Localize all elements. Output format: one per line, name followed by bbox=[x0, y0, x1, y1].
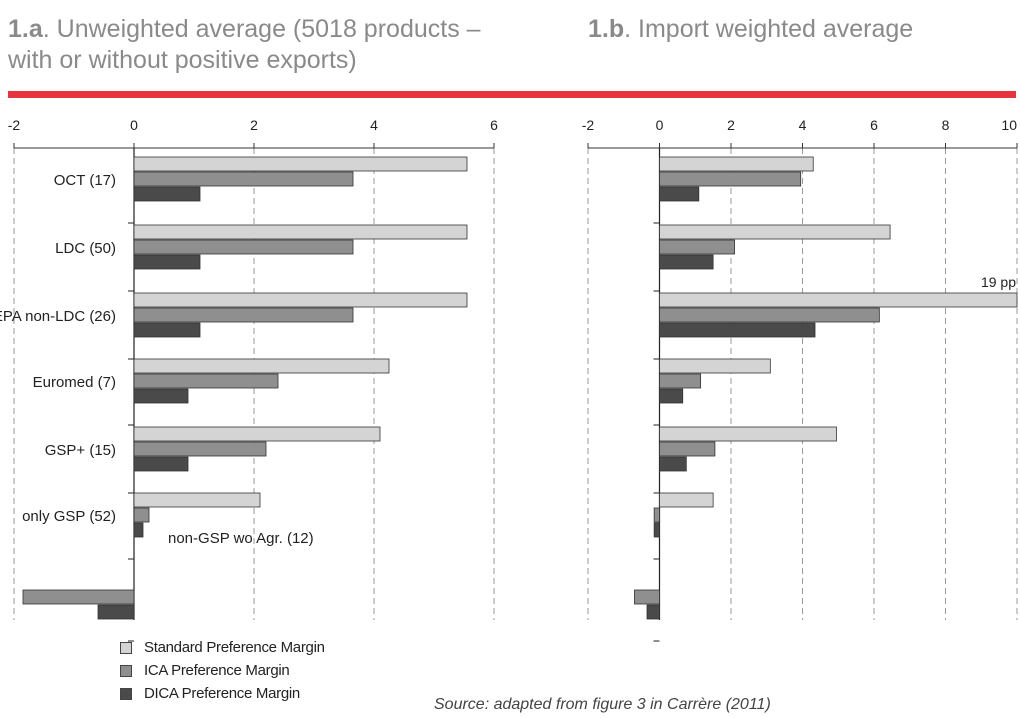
bar bbox=[133, 156, 468, 172]
bar bbox=[659, 224, 891, 240]
bar bbox=[133, 186, 201, 202]
bar bbox=[133, 292, 468, 308]
legend-swatch-dica bbox=[120, 687, 132, 700]
panel-a-title: 1.a. Unweighted average (5018 products –… bbox=[8, 14, 528, 76]
legend-swatch-standard bbox=[120, 641, 132, 654]
bar bbox=[133, 373, 279, 389]
x-tick-label: 6 bbox=[490, 117, 498, 133]
bar bbox=[659, 171, 802, 187]
x-tick-label: -2 bbox=[582, 117, 595, 133]
panel-b-title: 1.b. Import weighted average bbox=[588, 14, 1008, 45]
x-tick-label: 8 bbox=[942, 117, 950, 133]
category-label: EPA non-LDC (26) bbox=[0, 308, 116, 325]
panel-a-title-text: . Unweighted average (5018 products – wi… bbox=[8, 15, 481, 74]
bar bbox=[659, 426, 837, 442]
legend-label-ica: ICA Preference Margin bbox=[144, 662, 290, 679]
bar bbox=[659, 441, 716, 457]
bar bbox=[659, 307, 880, 323]
legend-label-dica: DICA Preference Margin bbox=[144, 685, 300, 702]
bar bbox=[133, 224, 468, 240]
bar bbox=[133, 456, 189, 472]
bar bbox=[133, 492, 261, 508]
bar bbox=[653, 507, 660, 523]
x-tick-label: 2 bbox=[250, 117, 258, 133]
category-label: non-GSP wo Agr. (12) bbox=[168, 530, 314, 547]
bar bbox=[659, 292, 1018, 308]
legend-label-standard: Standard Preference Margin bbox=[144, 639, 325, 656]
category-label: GSP+ (15) bbox=[45, 442, 116, 459]
bar bbox=[659, 358, 771, 374]
source-note: Source: adapted from figure 3 in Carrère… bbox=[434, 696, 771, 713]
bar bbox=[659, 373, 702, 389]
category-label: Euromed (7) bbox=[33, 374, 116, 391]
x-tick-label: -2 bbox=[8, 117, 21, 133]
bar bbox=[646, 604, 660, 620]
bar bbox=[659, 388, 684, 404]
bar bbox=[659, 322, 816, 338]
panel-b-title-number: 1.b bbox=[588, 15, 625, 43]
bar bbox=[97, 604, 135, 620]
bar bbox=[133, 426, 381, 442]
bar bbox=[659, 239, 735, 255]
bar bbox=[634, 589, 660, 605]
legend-item-standard: Standard Preference Margin bbox=[120, 636, 325, 659]
bar bbox=[133, 388, 189, 404]
x-tick-label: 4 bbox=[370, 117, 378, 133]
bar bbox=[133, 254, 201, 270]
bar bbox=[133, 358, 390, 374]
legend-item-ica: ICA Preference Margin bbox=[120, 659, 325, 682]
bar bbox=[659, 456, 687, 472]
bar bbox=[22, 589, 135, 605]
bar bbox=[133, 522, 144, 538]
bar bbox=[133, 239, 354, 255]
legend-swatch-ica bbox=[120, 664, 132, 677]
red-divider bbox=[8, 91, 1016, 98]
category-label: only GSP (52) bbox=[22, 508, 116, 525]
x-tick-label: 10 bbox=[1001, 117, 1017, 133]
bar bbox=[659, 186, 700, 202]
bar bbox=[133, 171, 354, 187]
panel-a-title-number: 1.a bbox=[8, 15, 43, 43]
bar bbox=[133, 507, 150, 523]
bar bbox=[133, 322, 201, 338]
bar bbox=[653, 522, 660, 538]
x-tick-label: 2 bbox=[727, 117, 735, 133]
legend-item-dica: DICA Preference Margin bbox=[120, 682, 325, 705]
bar-annotation: 19 pp bbox=[981, 274, 1016, 290]
x-tick-label: 4 bbox=[799, 117, 807, 133]
legend: Standard Preference Margin ICA Preferenc… bbox=[120, 636, 325, 705]
x-tick-label: 0 bbox=[656, 117, 664, 133]
x-tick-label: 6 bbox=[870, 117, 878, 133]
category-label: LDC (50) bbox=[55, 240, 116, 257]
bar bbox=[659, 156, 814, 172]
bar bbox=[133, 441, 267, 457]
bar bbox=[659, 492, 714, 508]
bar bbox=[133, 307, 354, 323]
category-label: OCT (17) bbox=[54, 172, 116, 189]
bar bbox=[659, 254, 714, 270]
x-tick-label: 0 bbox=[130, 117, 138, 133]
panel-b-title-text: . Import weighted average bbox=[624, 15, 914, 43]
